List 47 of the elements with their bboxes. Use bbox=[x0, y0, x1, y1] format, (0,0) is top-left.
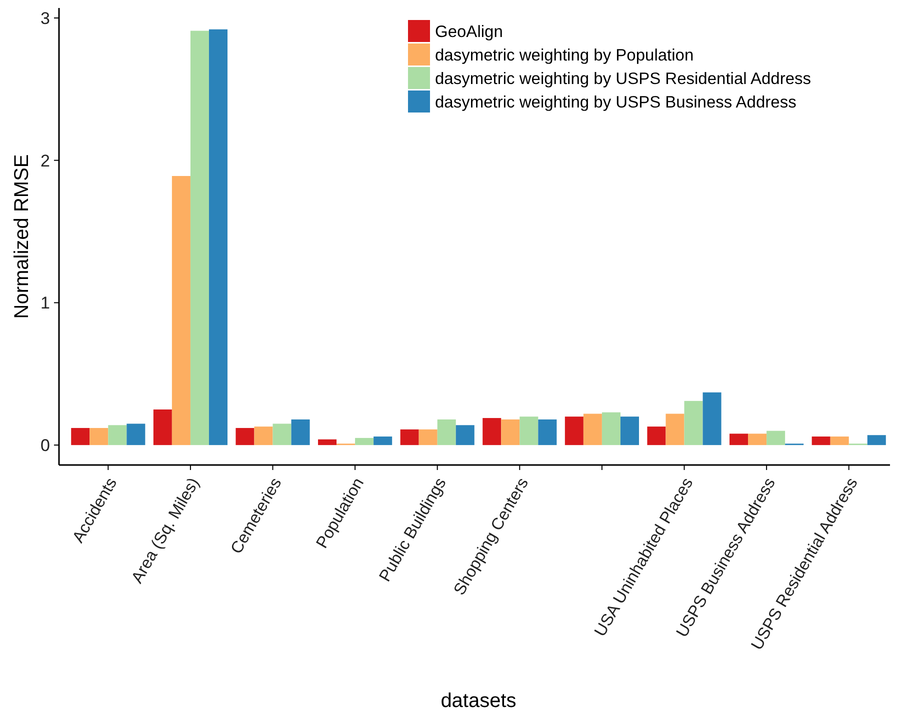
bar bbox=[254, 426, 273, 446]
bar bbox=[766, 430, 786, 446]
bar bbox=[812, 436, 830, 446]
legend-label: dasymetric weighting by Population bbox=[435, 46, 694, 64]
bar bbox=[153, 409, 172, 446]
legend-label: dasymetric weighting by USPS Business Address bbox=[435, 93, 796, 112]
bar bbox=[236, 428, 254, 446]
bar bbox=[71, 428, 90, 446]
bar bbox=[355, 438, 374, 446]
bar bbox=[620, 416, 639, 446]
bar bbox=[830, 436, 849, 446]
y-tick-label: 2 bbox=[40, 151, 50, 170]
bar bbox=[730, 434, 748, 446]
bar bbox=[456, 425, 474, 446]
bar bbox=[748, 434, 767, 446]
bar bbox=[867, 435, 886, 446]
legend-label: GeoAlign bbox=[435, 22, 503, 41]
bar bbox=[520, 416, 538, 446]
bar bbox=[482, 418, 502, 446]
bar bbox=[208, 29, 228, 446]
bar bbox=[538, 419, 557, 446]
legend-label: dasymetric weighting by USPS Residential Address bbox=[435, 70, 812, 88]
bar bbox=[564, 416, 584, 446]
bar bbox=[374, 436, 392, 446]
bar bbox=[291, 419, 310, 446]
bar bbox=[400, 429, 419, 446]
y-tick-label: 3 bbox=[40, 8, 50, 28]
bar bbox=[318, 439, 337, 446]
bar bbox=[172, 176, 190, 446]
bar bbox=[647, 426, 666, 446]
bar bbox=[190, 30, 209, 446]
bar bbox=[684, 400, 703, 446]
bar bbox=[126, 424, 146, 446]
y-axis-title: Normalized RMSE bbox=[11, 154, 33, 319]
bar bbox=[702, 392, 722, 446]
bar bbox=[418, 429, 438, 446]
bar bbox=[501, 419, 520, 446]
y-tick-label: 1 bbox=[40, 294, 50, 313]
bar bbox=[90, 428, 108, 446]
x-axis-title: datasets bbox=[440, 690, 516, 712]
bar bbox=[666, 414, 684, 446]
y-tick-label: 0 bbox=[40, 436, 50, 456]
bar bbox=[272, 424, 292, 446]
bar bbox=[437, 419, 456, 446]
bar bbox=[108, 425, 127, 446]
bar bbox=[602, 412, 620, 446]
bar bbox=[583, 414, 602, 446]
